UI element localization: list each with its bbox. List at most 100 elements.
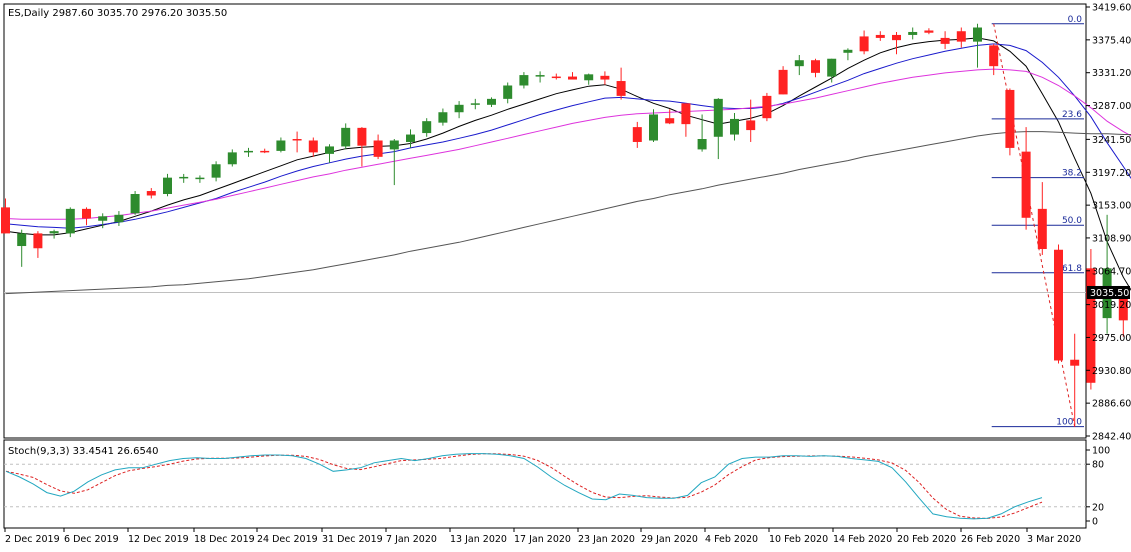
price-axis-label: 3241.50 bbox=[1092, 135, 1131, 146]
candle-bear bbox=[1054, 250, 1063, 361]
price-panel bbox=[4, 4, 1086, 438]
price-axis-label: 3197.20 bbox=[1092, 168, 1131, 179]
candle-bear bbox=[552, 77, 561, 79]
date-axis-label: 4 Feb 2020 bbox=[705, 534, 758, 545]
candle-bear bbox=[941, 38, 950, 44]
candle-bull bbox=[422, 121, 431, 133]
date-axis-label: 29 Jan 2020 bbox=[641, 534, 698, 545]
stoch-axis-label: 20 bbox=[1092, 502, 1104, 513]
fib-level-label: 23.6 bbox=[1062, 110, 1082, 120]
stoch-panel bbox=[4, 440, 1086, 528]
candle-bear bbox=[1070, 360, 1079, 366]
stoch-axis-label: 0 bbox=[1092, 517, 1098, 528]
price-axis-label: 2930.80 bbox=[1092, 366, 1131, 377]
stoch-axis-label: 80 bbox=[1092, 460, 1104, 471]
date-axis-label: 26 Feb 2020 bbox=[961, 534, 1020, 545]
candle-bear bbox=[681, 103, 690, 124]
candle-bull bbox=[730, 119, 739, 135]
candle-bull bbox=[698, 139, 707, 149]
candle-bear bbox=[82, 209, 91, 219]
date-axis-label: 20 Feb 2020 bbox=[897, 534, 956, 545]
candle-bear bbox=[1038, 209, 1047, 249]
candle-bear bbox=[568, 77, 577, 80]
fib-level-label: 0.0 bbox=[1068, 15, 1083, 25]
date-axis-label: 2 Dec 2019 bbox=[5, 534, 60, 545]
candle-bear bbox=[260, 151, 269, 153]
date-axis-label: 24 Dec 2019 bbox=[257, 534, 318, 545]
candle-bull bbox=[276, 140, 285, 150]
price-axis-label: 2842.40 bbox=[1092, 432, 1131, 443]
date-axis-label: 6 Dec 2019 bbox=[64, 534, 119, 545]
candle-bull bbox=[390, 140, 399, 149]
candle-bull bbox=[179, 177, 188, 179]
candle-bear bbox=[617, 81, 626, 96]
candle-bull bbox=[66, 209, 75, 234]
stoch-label: Stoch(9,3,3) 33.4541 26.6540 bbox=[8, 446, 159, 457]
candle-bull bbox=[50, 231, 59, 233]
price-axis-label: 3153.00 bbox=[1092, 201, 1131, 212]
candle-bear bbox=[746, 120, 755, 130]
candle-bear bbox=[1022, 152, 1031, 218]
candle-bear bbox=[293, 139, 302, 141]
date-axis-label: 7 Jan 2020 bbox=[386, 534, 437, 545]
candle-bull bbox=[325, 146, 334, 153]
price-axis-label: 3108.90 bbox=[1092, 233, 1131, 244]
candle-bull bbox=[487, 99, 496, 105]
candle-bull bbox=[827, 59, 836, 77]
candle-bear bbox=[924, 30, 933, 32]
candle-bear bbox=[1, 207, 10, 233]
candle-bull bbox=[536, 75, 545, 77]
candle-bull bbox=[438, 112, 447, 122]
date-axis-label: 3 Mar 2020 bbox=[1027, 534, 1081, 545]
candle-bull bbox=[406, 135, 415, 142]
price-axis-label: 3287.00 bbox=[1092, 101, 1131, 112]
date-axis-label: 31 Dec 2019 bbox=[322, 534, 383, 545]
candle-bear bbox=[147, 191, 156, 195]
candle-bear bbox=[600, 76, 609, 80]
candle-bull bbox=[714, 99, 723, 137]
candle-bull bbox=[244, 151, 253, 153]
fib-level-label: 50.0 bbox=[1062, 216, 1082, 226]
candle-bull bbox=[341, 128, 350, 147]
date-axis-label: 17 Jan 2020 bbox=[514, 534, 571, 545]
date-axis-label: 10 Feb 2020 bbox=[769, 534, 828, 545]
candle-bull bbox=[228, 152, 237, 164]
price-axis-label: 3375.40 bbox=[1092, 35, 1131, 46]
candle-bull bbox=[843, 50, 852, 53]
candle-bear bbox=[762, 96, 771, 118]
candle-bull bbox=[163, 178, 172, 194]
candle-bull bbox=[455, 105, 464, 112]
candle-bear bbox=[665, 118, 674, 123]
date-axis-label: 18 Dec 2019 bbox=[194, 534, 255, 545]
price-axis-label: 3331.20 bbox=[1092, 68, 1131, 79]
price-axis-label: 3064.70 bbox=[1092, 266, 1131, 277]
candle-bear bbox=[957, 31, 966, 41]
fib-level-label: 61.8 bbox=[1062, 264, 1082, 274]
candle-bull bbox=[114, 215, 123, 222]
candle-bear bbox=[811, 60, 820, 73]
fib-level-label: 100.0 bbox=[1056, 418, 1082, 428]
price-axis-label: 2886.60 bbox=[1092, 399, 1131, 410]
candle-bull bbox=[584, 74, 593, 80]
candle-bear bbox=[989, 45, 998, 66]
candle-bull bbox=[98, 216, 107, 220]
current-price-label: 3035.50 bbox=[1090, 288, 1129, 299]
stoch-axis-label: 100 bbox=[1092, 446, 1110, 457]
candle-bull bbox=[131, 194, 140, 213]
main-chart-label: ES,Daily 2987.60 3035.70 2976.20 3035.50 bbox=[8, 8, 227, 19]
candle-bull bbox=[195, 178, 204, 180]
candle-bear bbox=[876, 35, 885, 38]
candle-bull bbox=[908, 32, 917, 35]
candle-bear bbox=[1005, 90, 1014, 148]
candle-bear bbox=[309, 140, 318, 152]
candle-bear bbox=[633, 127, 642, 142]
candle-bull bbox=[795, 60, 804, 66]
candle-bear bbox=[892, 35, 901, 40]
candle-bull bbox=[471, 103, 480, 105]
candle-bear bbox=[357, 128, 366, 146]
fib-level-label: 38.2 bbox=[1062, 169, 1082, 179]
candle-bear bbox=[779, 70, 788, 95]
date-axis-label: 23 Jan 2020 bbox=[578, 534, 635, 545]
